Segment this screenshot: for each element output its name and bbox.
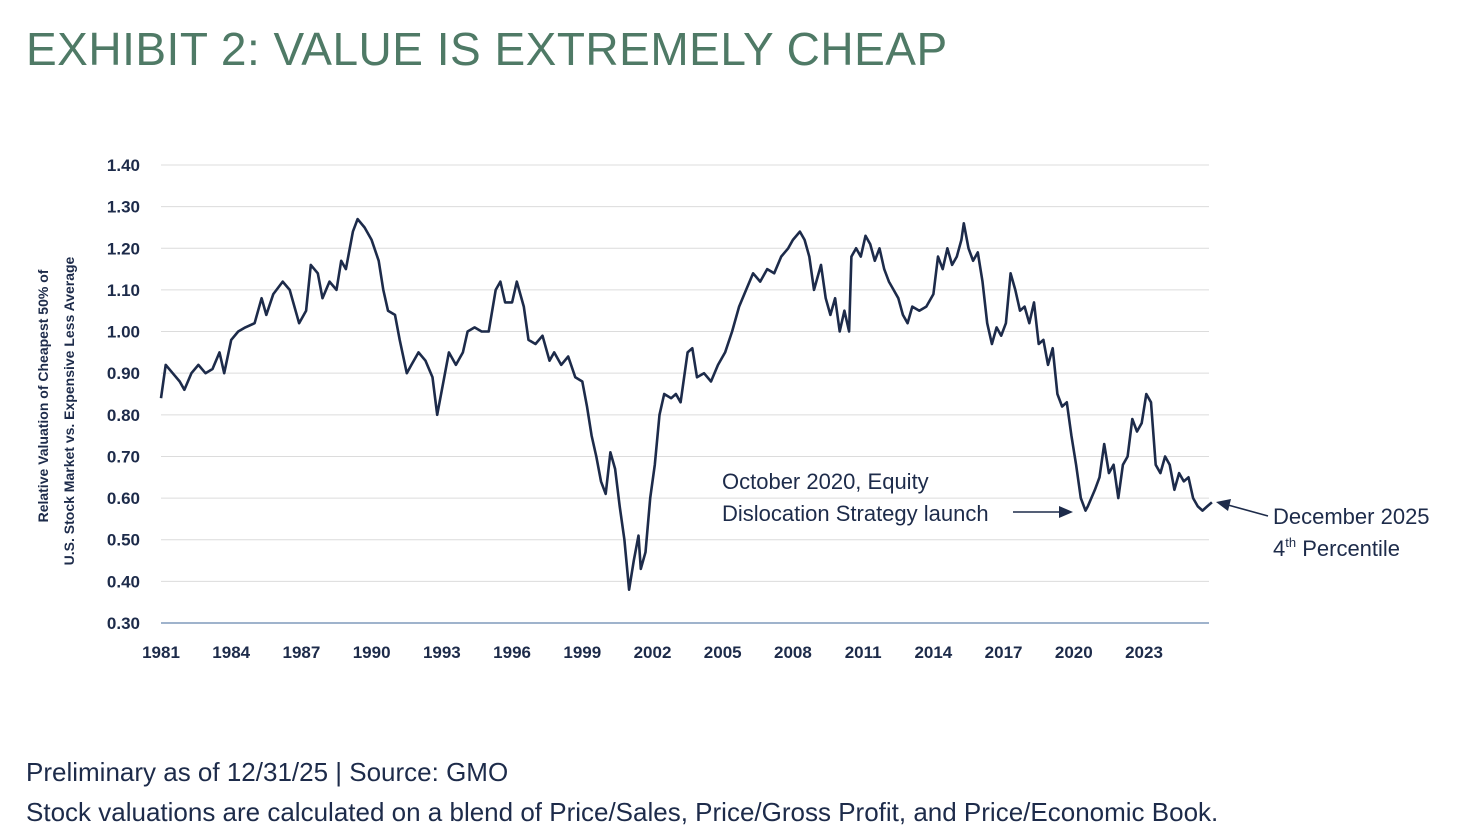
footer-source: Preliminary as of 12/31/25 | Source: GMO bbox=[26, 757, 509, 787]
annotation-dec-2025: December 2025 4th Percentile bbox=[1216, 499, 1430, 561]
x-tick-labels: 1981 1984 1987 1990 1993 1996 1999 2002 2005 2008… bbox=[142, 643, 1163, 662]
x-tick-label: 2002 bbox=[634, 643, 672, 662]
annotation-dec-2025-line-1: December 2025 bbox=[1273, 504, 1430, 529]
x-tick-label: 1996 bbox=[493, 643, 531, 662]
grid-layer bbox=[161, 164, 1209, 582]
x-tick-label: 2008 bbox=[774, 643, 812, 662]
y-tick-label: 0.40 bbox=[107, 572, 140, 591]
x-tick-label: 1993 bbox=[423, 643, 461, 662]
x-tick-label: 2023 bbox=[1125, 643, 1163, 662]
y-axis-title-line-2: U.S. Stock Market vs. Expensive Less Ave… bbox=[61, 256, 77, 565]
x-tick-label: 1999 bbox=[563, 643, 601, 662]
x-tick-label: 1990 bbox=[353, 643, 391, 662]
footer-note: Stock valuations are calculated on a ble… bbox=[26, 797, 1219, 827]
y-tick-label: 1.00 bbox=[107, 323, 140, 342]
y-tick-label: 1.10 bbox=[107, 281, 140, 300]
y-tick-label: 1.20 bbox=[107, 239, 140, 258]
y-tick-labels: 1.40 1.30 1.20 1.10 1.00 0.90 0.80 0.70 0.60 0.50… bbox=[107, 156, 140, 633]
x-tick-label: 2011 bbox=[845, 643, 882, 662]
y-tick-label: 0.90 bbox=[107, 364, 140, 383]
x-tick-label: 2017 bbox=[985, 643, 1023, 662]
y-tick-label: 1.40 bbox=[107, 156, 140, 175]
page-title: EXHIBIT 2: VALUE IS EXTREMELY CHEAP bbox=[26, 23, 948, 75]
y-tick-label: 0.50 bbox=[107, 531, 140, 550]
x-tick-label: 1984 bbox=[212, 643, 250, 662]
annotation-oct-2020-line-2: Dislocation Strategy launch bbox=[722, 501, 989, 526]
y-tick-label: 0.80 bbox=[107, 406, 140, 425]
annotation-dec-2025-line-2: 4th Percentile bbox=[1273, 535, 1400, 561]
y-tick-label: 0.60 bbox=[107, 489, 140, 508]
x-tick-label: 1981 bbox=[142, 643, 180, 662]
y-tick-label: 0.70 bbox=[107, 447, 140, 466]
x-tick-label: 2005 bbox=[704, 643, 742, 662]
x-tick-label: 2014 bbox=[914, 643, 952, 662]
annotation-dec-2025-arrowhead bbox=[1216, 499, 1231, 511]
x-tick-label: 2020 bbox=[1055, 643, 1093, 662]
annotation-oct-2020: October 2020, Equity Dislocation Strateg… bbox=[722, 469, 1073, 526]
annotation-oct-2020-arrowhead bbox=[1059, 506, 1073, 518]
y-tick-label: 0.30 bbox=[107, 614, 140, 633]
annotation-oct-2020-line-1: October 2020, Equity bbox=[722, 469, 929, 494]
footer: Preliminary as of 12/31/25 | Source: GMO… bbox=[26, 752, 1218, 832]
annotation-dec-2025-arrow bbox=[1227, 504, 1269, 517]
value-chart: 1.40 1.30 1.20 1.10 1.00 0.90 0.80 0.70 0.60 0.50… bbox=[35, 156, 1430, 662]
y-tick-label: 1.30 bbox=[107, 198, 140, 217]
y-axis-title: Relative Valuation of Cheapest 50% of U.… bbox=[35, 256, 77, 565]
series-line-relative-valuation bbox=[159, 217, 1213, 591]
x-tick-label: 1987 bbox=[283, 643, 321, 662]
y-axis-title-line-1: Relative Valuation of Cheapest 50% of bbox=[35, 269, 51, 522]
